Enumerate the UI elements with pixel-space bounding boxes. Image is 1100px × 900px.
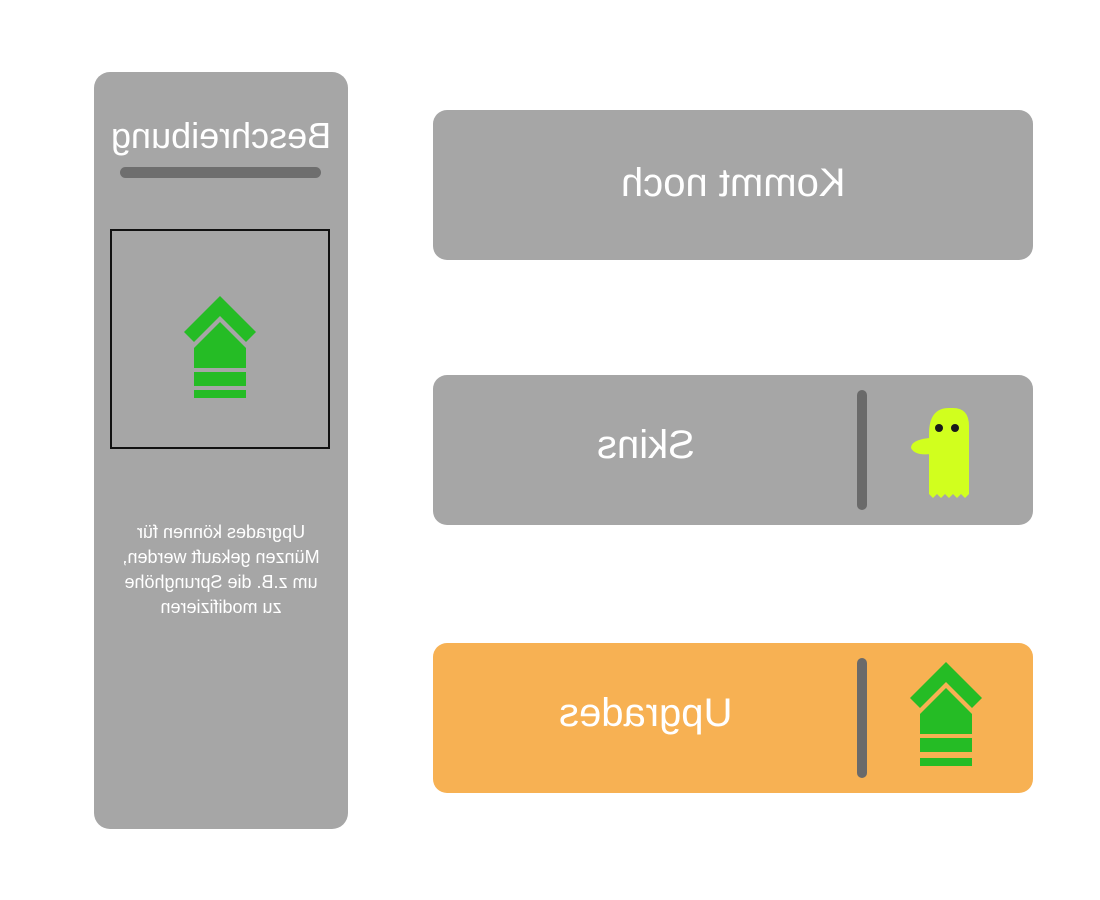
menu-button-label: Skins	[433, 375, 858, 525]
item-preview-box	[110, 229, 330, 449]
menu-button-skins[interactable]: Skins	[433, 375, 1033, 525]
menu-button-label: Kommt noch	[433, 110, 1033, 260]
menu-button-label-text: Skins	[596, 423, 695, 467]
title-divider	[120, 167, 321, 178]
menu-button-label-text: Kommt noch	[620, 161, 846, 205]
description-text: Upgrades können für Münzen gekauft werde…	[116, 520, 326, 620]
description-text-content: Upgrades können für Münzen gekauft werde…	[122, 522, 320, 617]
description-panel: Beschreibung Upgrades können für Münzen …	[94, 72, 348, 829]
menu-button-separator	[857, 658, 867, 778]
ghost-skin-icon	[911, 408, 969, 498]
upgrade-arrow-icon	[184, 296, 256, 398]
menu-button-label: Upgrades	[433, 643, 858, 793]
description-title: Beschreibung	[94, 72, 348, 158]
upgrade-arrow-icon	[910, 662, 982, 766]
menu-button-kommt-noch[interactable]: Kommt noch	[433, 110, 1033, 260]
menu-button-upgrades[interactable]: Upgrades	[433, 643, 1033, 793]
menu-button-separator	[857, 390, 867, 510]
menu-button-label-text: Upgrades	[558, 691, 733, 735]
description-title-text: Beschreibung	[110, 115, 332, 156]
